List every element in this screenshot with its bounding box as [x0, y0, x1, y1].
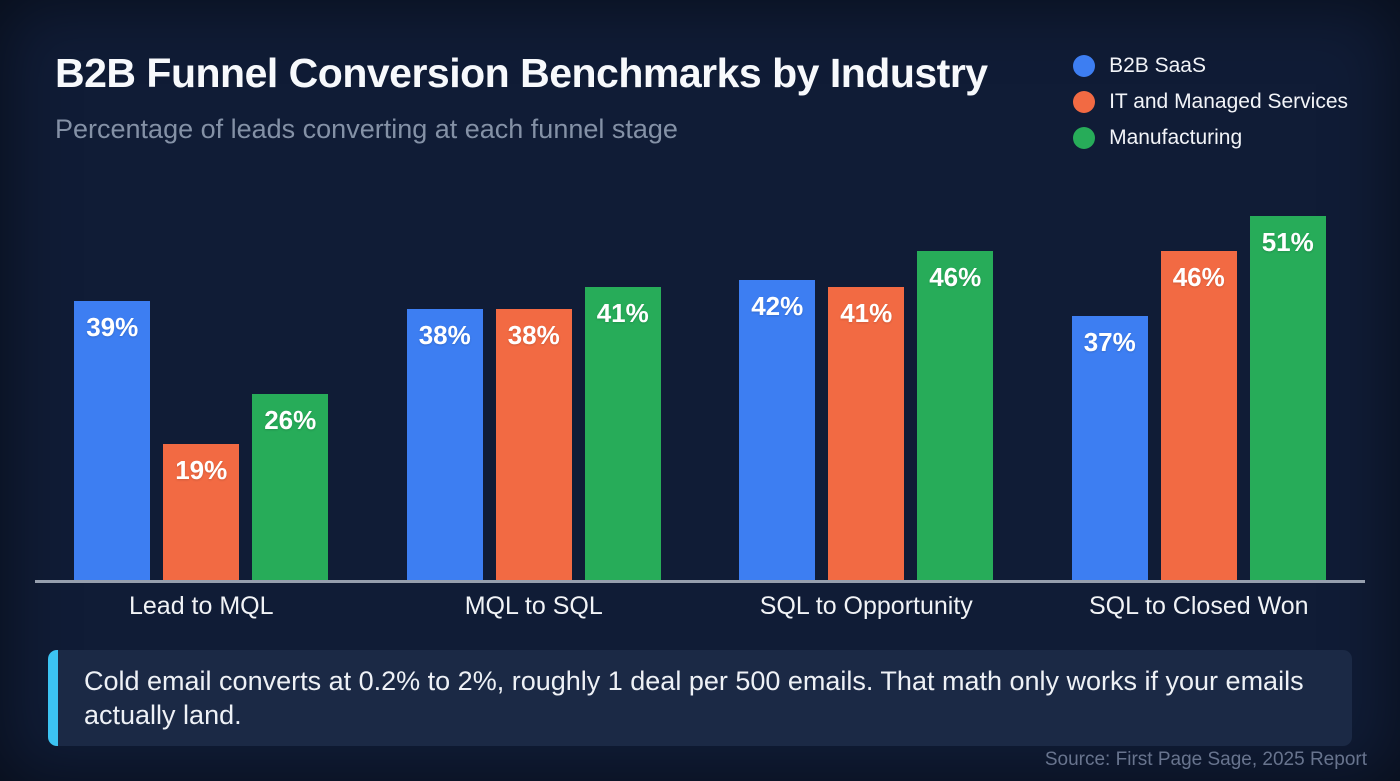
bar-b2b-saas-sql-to-closed-won: 37% [1071, 316, 1148, 580]
bar-group-lead-to-mql: 39% 19% 26% [35, 301, 368, 580]
bar-value-label: 51% [1261, 227, 1314, 257]
bar-value-label: 37% [1083, 327, 1136, 357]
bar-manufacturing-sql-to-opportunity: 46% [917, 251, 994, 580]
bar-it-and-managed-services-lead-to-mql: 19% [163, 444, 240, 580]
x-axis-label-mql-to-sql: MQL to SQL [464, 592, 603, 620]
bar-it-and-managed-services-sql-to-opportunity: 41% [828, 287, 905, 580]
bar-manufacturing-mql-to-sql: 41% [584, 287, 661, 580]
callout-text: Cold email converts at 0.2% to 2%, rough… [84, 666, 1304, 730]
bar-it-and-managed-services-mql-to-sql: 38% [495, 309, 572, 580]
bar-value-label: 46% [1172, 262, 1225, 292]
page-title: B2B Funnel Conversion Benchmarks by Indu… [55, 50, 988, 96]
bar-b2b-saas-mql-to-sql: 38% [406, 309, 483, 580]
bar-value-label: 46% [929, 262, 982, 292]
bar-group-sql-to-closed-won: 37% 46% 51% [1033, 216, 1366, 580]
x-axis-label-lead-to-mql: Lead to MQL [128, 592, 274, 620]
bar-b2b-saas-lead-to-mql: 39% [74, 301, 151, 580]
legend-dot-icon [1073, 127, 1096, 149]
bar-group-sql-to-opportunity: 42% 41% 46% [700, 251, 1033, 580]
callout-box: Cold email converts at 0.2% to 2%, rough… [48, 650, 1352, 746]
bar-value-label: 42% [751, 291, 804, 321]
legend-label: IT and Managed Services [1109, 90, 1348, 113]
legend-dot-icon [1073, 91, 1096, 113]
legend-item-it-and-managed-services: IT and Managed Services [1073, 90, 1348, 114]
bar-value-label: 38% [418, 320, 471, 350]
bar-manufacturing-sql-to-closed-won: 51% [1249, 216, 1326, 580]
page-subtitle: Percentage of leads converting at each f… [55, 114, 678, 144]
legend-item-manufacturing: Manufacturing [1073, 126, 1348, 150]
x-axis-labels: Lead to MQL MQL to SQL SQL to Opportunity S… [35, 592, 1365, 621]
bar-value-label: 38% [507, 320, 560, 350]
bar-value-label: 39% [86, 312, 139, 342]
legend-label: B2B SaaS [1109, 54, 1206, 77]
source-attribution: Source: First Page Sage, 2025 Report [1044, 749, 1367, 770]
bar-value-label: 26% [264, 405, 317, 435]
legend: B2B SaaS IT and Managed Services Manufactu… [1073, 54, 1348, 150]
bar-group-mql-to-sql: 38% 38% 41% [368, 287, 701, 580]
bar-manufacturing-lead-to-mql: 26% [252, 394, 329, 580]
bar-it-and-managed-services-sql-to-closed-won: 46% [1160, 251, 1237, 580]
x-axis-label-sql-to-closed-won: SQL to Closed Won [1088, 592, 1309, 620]
legend-label: Manufacturing [1109, 126, 1243, 149]
legend-item-b2b-saas: B2B SaaS [1073, 54, 1348, 78]
bar-value-label: 41% [596, 298, 649, 328]
bar-value-label: 41% [840, 298, 893, 328]
legend-dot-icon [1073, 55, 1096, 77]
bar-value-label: 19% [175, 455, 228, 485]
bar-b2b-saas-sql-to-opportunity: 42% [739, 280, 816, 580]
x-axis-label-sql-to-opportunity: SQL to Opportunity [759, 592, 973, 620]
plot-area: 39% 19% 26% 38% 38% 41% 42% 41% 46% 37% 46% 51% [35, 180, 1365, 583]
